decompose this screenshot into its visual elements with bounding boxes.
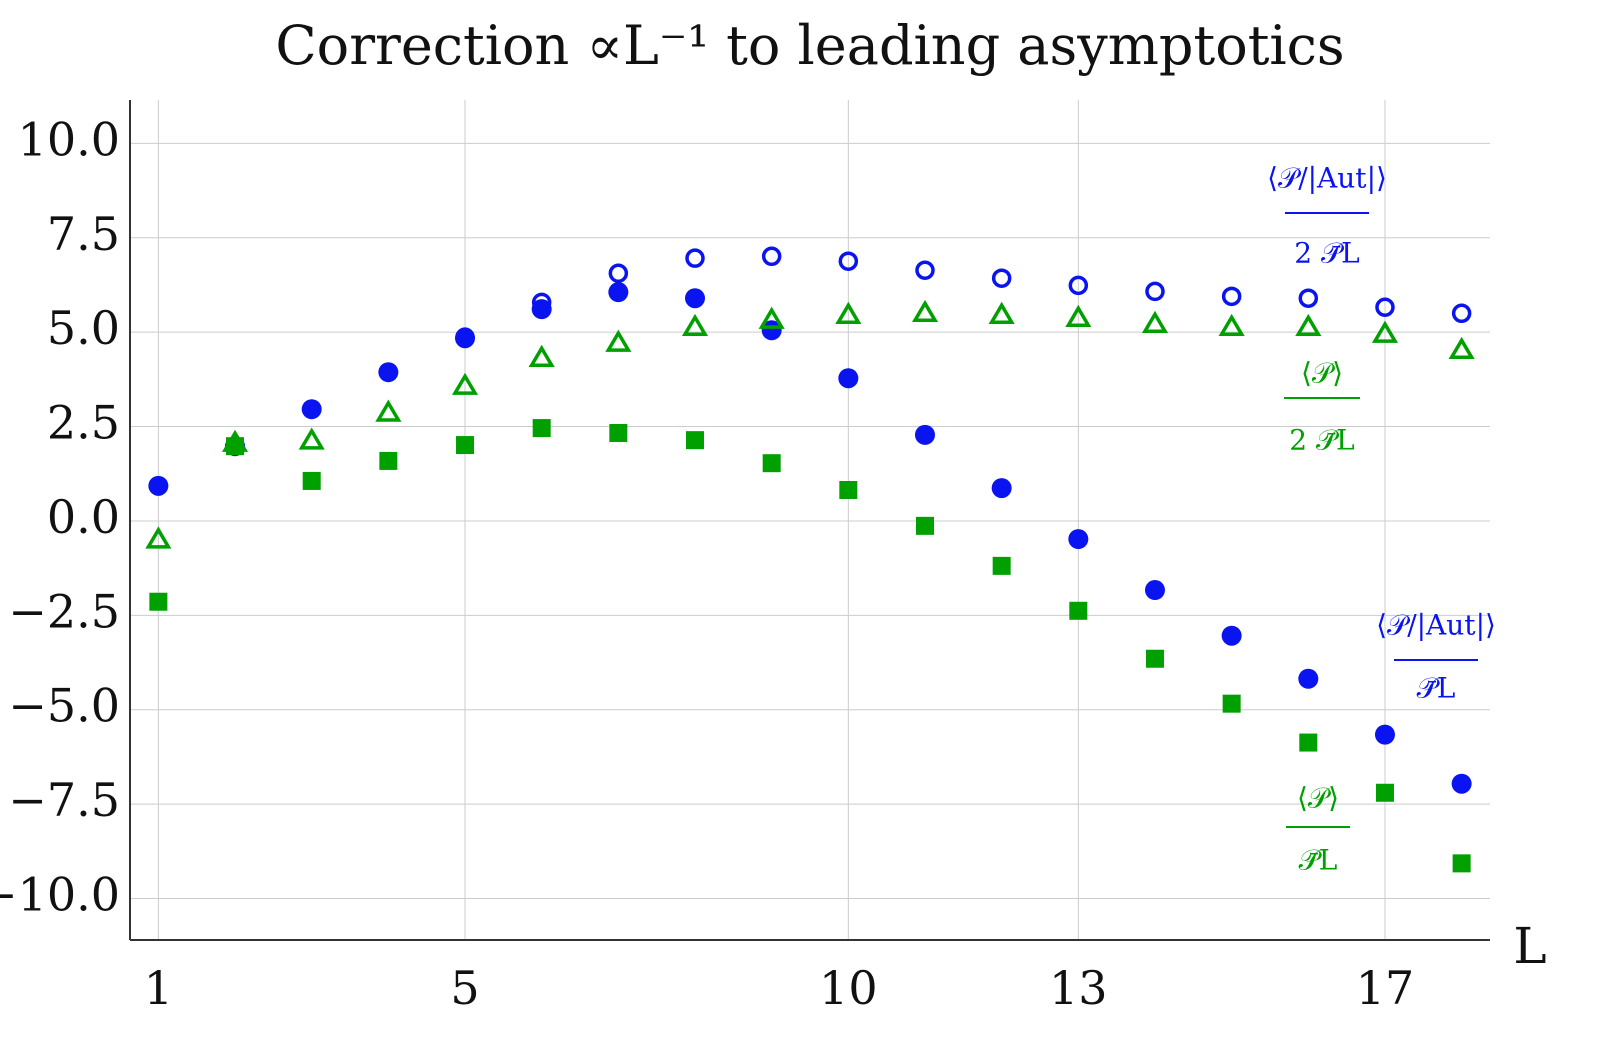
marker	[1448, 336, 1475, 360]
marker	[379, 451, 398, 470]
legend-numerator: ⟨𝒫/|Aut|⟩	[1376, 609, 1496, 642]
marker	[915, 516, 934, 535]
marker	[226, 437, 245, 456]
marker	[1295, 313, 1322, 337]
marker	[1145, 649, 1164, 668]
marker	[914, 424, 935, 445]
marker	[148, 475, 169, 496]
marker	[681, 313, 709, 337]
y-tick-label: 0.0	[47, 490, 120, 544]
legend-numerator: ⟨𝒫/|Aut|⟩	[1267, 162, 1387, 195]
marker	[1068, 275, 1089, 296]
marker	[761, 320, 782, 341]
marker	[149, 592, 168, 611]
y-tick-label: −5.0	[8, 679, 120, 733]
legend-denominator: 𝒫̄L	[1299, 844, 1338, 877]
legend-denominator: 𝒫̄L	[1417, 672, 1456, 705]
y-tick-label: 7.5	[47, 207, 120, 261]
x-tick-label: 5	[450, 961, 479, 1015]
marker	[1144, 580, 1165, 601]
marker	[608, 263, 629, 284]
marker	[1451, 773, 1472, 794]
legend-numerator: ⟨𝒫⟩	[1297, 782, 1339, 815]
legend-numerator: ⟨𝒫⟩	[1301, 357, 1343, 390]
marker	[686, 431, 705, 450]
marker	[609, 423, 628, 442]
marker	[761, 246, 782, 267]
x-tick-label: 13	[1049, 961, 1108, 1015]
marker	[915, 260, 935, 281]
marker	[1371, 320, 1399, 343]
marker	[1069, 601, 1088, 620]
marker	[838, 251, 859, 271]
x-tick-label: 10	[819, 961, 878, 1015]
marker	[1298, 288, 1319, 308]
marker	[1375, 297, 1395, 318]
marker	[685, 288, 706, 309]
legend-denominator: 2 𝒫̄L	[1294, 237, 1360, 270]
marker	[988, 301, 1015, 324]
marker	[1218, 313, 1245, 337]
marker	[1298, 668, 1319, 689]
marker	[298, 427, 325, 450]
marker	[839, 480, 858, 499]
marker	[1374, 724, 1395, 745]
marker	[1068, 529, 1089, 550]
marker	[758, 306, 785, 329]
marker	[1145, 281, 1165, 302]
x-tick-label: 17	[1356, 961, 1415, 1015]
marker	[145, 526, 172, 549]
marker	[1451, 303, 1472, 324]
marker	[456, 436, 475, 455]
chart-title: Correction ∝L⁻¹ to leading asymptotics	[275, 14, 1344, 77]
x-axis-label: L	[1513, 917, 1546, 975]
marker	[838, 368, 859, 389]
marker	[608, 282, 629, 303]
x-tick-label: 1	[144, 961, 173, 1015]
legend-denominator: 2 𝒫̄L	[1289, 424, 1355, 457]
marker	[378, 362, 399, 383]
marker	[991, 478, 1012, 499]
marker	[605, 329, 632, 352]
marker	[991, 268, 1012, 288]
marker	[911, 299, 939, 323]
y-tick-label: 10.0	[18, 112, 120, 166]
marker	[1452, 854, 1471, 873]
marker	[301, 399, 322, 420]
marker	[528, 344, 555, 367]
marker	[762, 454, 781, 473]
marker	[1222, 694, 1241, 713]
marker	[1065, 304, 1092, 327]
y-tick-label: −2.5	[8, 584, 120, 638]
marker	[992, 556, 1011, 575]
y-tick-label: −7.5	[8, 773, 120, 827]
marker	[1375, 783, 1394, 802]
marker	[531, 299, 552, 320]
marker	[1299, 733, 1318, 752]
marker	[375, 399, 402, 422]
marker	[835, 301, 862, 324]
marker	[685, 248, 705, 268]
y-tick-label: 2.5	[47, 396, 120, 450]
y-tick-label: −10.0	[0, 867, 120, 921]
marker	[455, 328, 476, 349]
marker	[1221, 625, 1242, 646]
marker	[1221, 286, 1242, 307]
marker	[1141, 310, 1169, 334]
marker	[451, 372, 479, 395]
y-tick-label: 5.0	[47, 301, 120, 355]
marker	[302, 471, 321, 490]
marker	[532, 419, 551, 438]
